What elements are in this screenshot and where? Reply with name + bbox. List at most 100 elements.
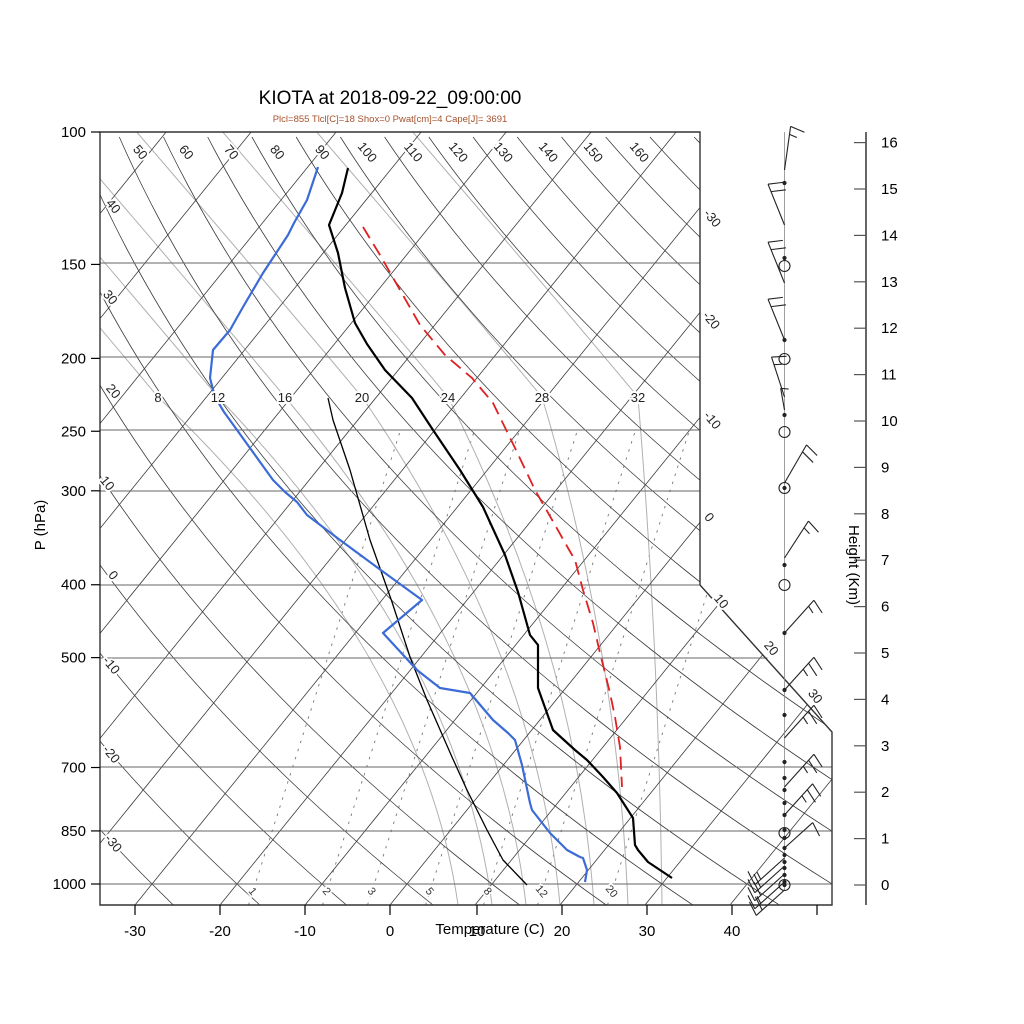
moist-adiabat-label: 32 xyxy=(631,390,645,405)
wind-barb-feather xyxy=(802,716,809,725)
wind-barb xyxy=(770,355,787,398)
wind-barb xyxy=(784,444,818,484)
isotherm-label-right: -30 xyxy=(701,206,725,230)
wind-level-circle-dot xyxy=(782,882,787,888)
sounding-lines xyxy=(208,166,673,886)
wind-level-dot xyxy=(782,180,787,186)
wind-barb-feather xyxy=(770,189,786,193)
wind-barb-staff xyxy=(780,388,786,411)
isotherm-label-right: 10 xyxy=(711,591,732,612)
wind-barb-staff xyxy=(784,444,807,484)
isotherm-line xyxy=(100,132,592,905)
pressure-tick-label: 850 xyxy=(61,823,86,840)
dry-adiabat-label-left: 30 xyxy=(100,287,121,308)
dry-adiabat-label-top: 130 xyxy=(491,139,516,165)
wind-level-dot xyxy=(782,775,787,781)
dry-adiabat-label-top: 120 xyxy=(446,139,471,165)
dry-adiabat-label-left: 0 xyxy=(105,568,121,583)
isotherm-label-right: -20 xyxy=(700,308,724,332)
height-tick-label: 9 xyxy=(881,459,889,476)
wind-barb-feather xyxy=(806,444,818,456)
wind-barb xyxy=(784,783,822,816)
height-tick-label: 7 xyxy=(881,552,889,569)
moist-adiabat-label: 8 xyxy=(154,390,161,405)
isotherm-label-right: -10 xyxy=(701,408,725,432)
dry-adiabat-line xyxy=(561,136,832,905)
isotherm-label-right: 0 xyxy=(701,510,717,525)
dry-adiabat-line xyxy=(782,136,832,905)
wind-barb-staff xyxy=(784,783,814,816)
dry-adiabat-line xyxy=(100,136,693,905)
isotherm-line xyxy=(729,132,832,905)
moist-adiabat-label: 20 xyxy=(355,390,369,405)
dry-adiabat-line xyxy=(605,136,832,905)
dry-adiabat-label-top: 60 xyxy=(176,142,197,163)
mixing-ratio-label: 12 xyxy=(533,883,550,900)
wind-barb-staff xyxy=(784,753,815,788)
dry-adiabat-line xyxy=(295,136,832,905)
isotherm-line xyxy=(304,132,832,905)
wind-barb-feather xyxy=(780,387,789,390)
height-tick-label: 11 xyxy=(881,367,897,384)
dry-adiabat-line xyxy=(100,136,520,905)
wind-level-dot xyxy=(782,852,787,858)
wind-barb-staff xyxy=(784,520,809,559)
mixing-ratio-label: 1 xyxy=(246,885,259,897)
wind-barb xyxy=(784,822,821,849)
plot-frame xyxy=(99,131,833,906)
moist-adiabat-line xyxy=(412,132,663,905)
wind-barb-feather xyxy=(801,795,807,803)
height-tick-label: 5 xyxy=(881,645,889,662)
dry-adiabat-label-left: 40 xyxy=(103,196,124,217)
dry-adiabat-line xyxy=(163,136,832,905)
axes-and-ticks: -30 -20 -10 0 10 20 30 401001502002503004005007… xyxy=(53,124,898,940)
wind-barb-feather xyxy=(806,789,816,803)
moist-adiabat-line xyxy=(100,132,493,905)
isotherm-line xyxy=(100,132,422,905)
wind-barb-feather xyxy=(803,527,810,535)
dry-adiabat-line xyxy=(100,136,434,905)
dry-adiabat-label-left: -20 xyxy=(100,742,124,766)
pressure-tick-label: 250 xyxy=(61,423,86,440)
wind-barb-staff xyxy=(767,241,786,284)
wind-level-dot xyxy=(782,562,787,568)
wind-barb-feather xyxy=(812,783,822,797)
dry-adiabat-line xyxy=(472,136,832,905)
isotherm-line xyxy=(100,132,337,905)
height-tick-label: 2 xyxy=(881,784,889,801)
moist-adiabat-line xyxy=(100,132,459,905)
dry-adiabat-line xyxy=(251,136,832,905)
wind-level-dot xyxy=(782,255,787,261)
wind-barb-feather xyxy=(808,605,814,614)
dry-adiabat-line xyxy=(100,136,174,905)
x-axis-tick-label: -20 xyxy=(209,923,231,940)
height-tick-label: 1 xyxy=(881,831,889,848)
wind-barb-feather xyxy=(802,765,809,774)
dry-adiabat-line xyxy=(516,136,832,905)
moist-adiabat-label: 24 xyxy=(441,390,455,405)
x-axis-tick-label: 40 xyxy=(724,923,741,940)
wind-barb-feather xyxy=(767,239,783,243)
x-axis-tick-label: 30 xyxy=(639,923,656,940)
x-axis-tick-label: -30 xyxy=(124,923,146,940)
temperature-line xyxy=(327,167,673,879)
mixing-ratio-label: 3 xyxy=(365,885,378,897)
pressure-tick-label: 100 xyxy=(61,124,86,141)
wind-barb xyxy=(784,656,823,691)
wind-barb-feather xyxy=(767,181,783,185)
pressure-tick-label: 200 xyxy=(61,350,86,367)
mixing-ratio-label: 2 xyxy=(320,885,333,897)
mixing-ratio-label: 5 xyxy=(423,885,436,897)
wind-barb-feather xyxy=(789,133,798,138)
wind-barb-feather xyxy=(747,887,756,902)
wind-barb-feather xyxy=(790,125,805,133)
mixing-ratio-line xyxy=(483,429,636,905)
height-tick-label: 10 xyxy=(881,413,898,430)
dry-adiabat-label-top: 80 xyxy=(267,142,288,163)
wind-barb-staff xyxy=(784,656,815,691)
wind-barb-feather xyxy=(802,451,814,463)
plot-border xyxy=(99,131,833,906)
wind-barb-staff xyxy=(754,857,785,886)
dry-adiabat-line xyxy=(207,136,832,905)
